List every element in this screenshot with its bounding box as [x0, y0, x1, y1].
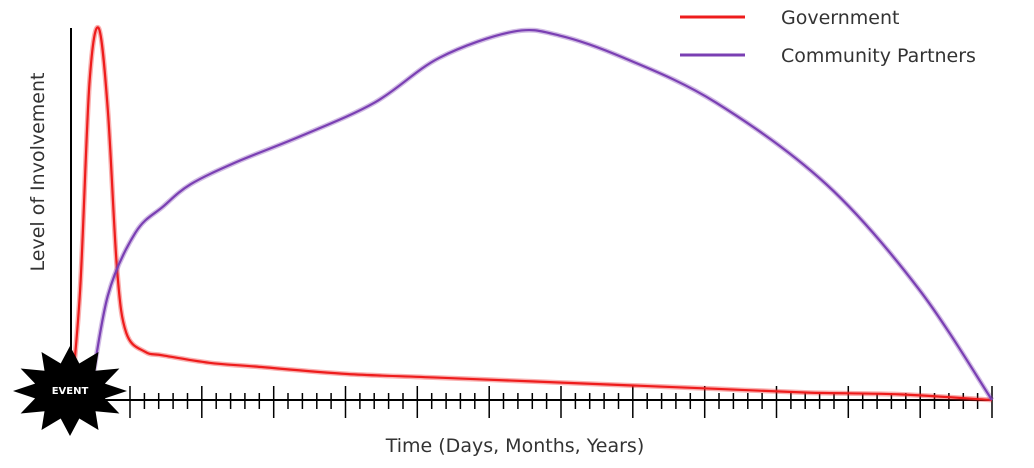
data-point-government-1	[79, 287, 81, 289]
data-point-government-7	[144, 351, 146, 353]
data-point-community-partners-6	[300, 135, 302, 137]
data-point-community-partners-4	[190, 183, 192, 185]
data-point-government-9	[208, 362, 210, 364]
data-point-government-2	[88, 83, 90, 85]
event-burst-icon	[13, 346, 127, 436]
data-point-government-13	[531, 380, 533, 382]
x-axis-ticks	[129, 386, 993, 418]
legend-label-government: Government	[781, 7, 900, 29]
data-point-community-partners-10	[558, 34, 560, 36]
x-axis-label: Time (Days, Months, Years)	[385, 435, 645, 457]
data-point-government-10	[254, 366, 256, 368]
legend: Government Community Partners	[680, 7, 976, 67]
data-point-government-4	[107, 109, 109, 111]
data-point-government-12	[438, 377, 440, 379]
data-point-community-partners-9	[512, 31, 514, 33]
data-point-community-partners-15	[991, 399, 993, 401]
event-marker: EVENT	[13, 346, 127, 436]
event-label: EVENT	[52, 386, 89, 397]
data-point-community-partners-13	[825, 183, 827, 185]
data-point-community-partners-8	[438, 57, 440, 59]
data-point-government-16	[807, 392, 809, 394]
data-point-community-partners-11	[623, 57, 625, 59]
data-point-government-11	[346, 373, 348, 375]
y-axis-label: Level of Involvement	[27, 73, 49, 272]
data-point-community-partners-2	[135, 232, 137, 234]
series-layer	[68, 24, 995, 403]
series-line-community-partners	[88, 29, 993, 401]
data-point-community-partners-5	[236, 161, 238, 163]
data-point-government-6	[125, 332, 127, 334]
series-line-government	[69, 26, 993, 402]
data-point-community-partners-14	[917, 287, 919, 289]
data-point-government-14	[623, 384, 625, 386]
data-point-government-15	[715, 388, 717, 390]
data-point-government-3	[98, 27, 100, 29]
data-point-government-8	[162, 354, 164, 356]
data-point-government-17	[899, 393, 901, 395]
legend-label-community-partners: Community Partners	[781, 45, 976, 67]
data-point-community-partners-1	[107, 295, 109, 297]
data-point-community-partners-7	[374, 101, 376, 103]
data-point-community-partners-12	[715, 101, 717, 103]
data-point-community-partners-3	[162, 206, 164, 208]
